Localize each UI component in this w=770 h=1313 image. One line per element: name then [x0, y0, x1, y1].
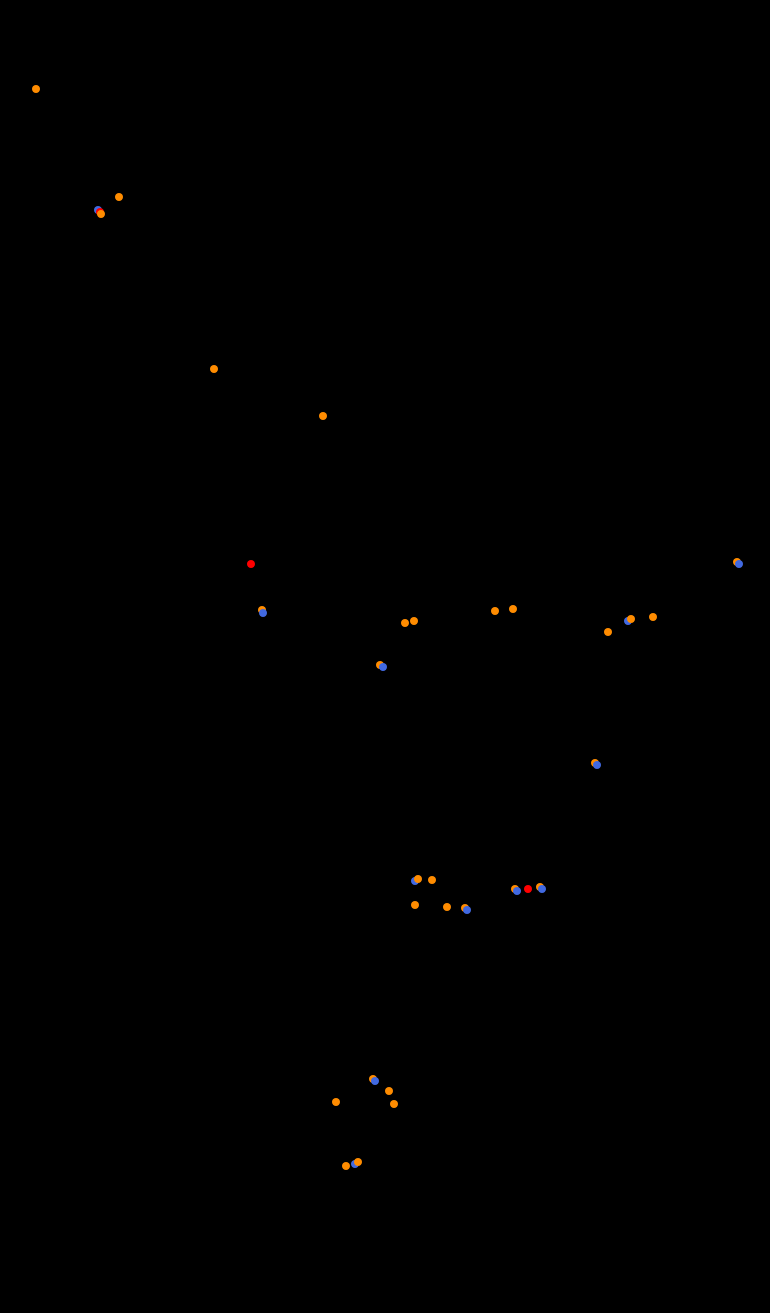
scatter-point [627, 615, 635, 623]
scatter-point [491, 607, 499, 615]
scatter-point [32, 85, 40, 93]
scatter-point [371, 1077, 379, 1085]
scatter-point [401, 619, 409, 627]
scatter-point [319, 412, 327, 420]
scatter-point [247, 560, 255, 568]
scatter-point [463, 906, 471, 914]
scatter-point [379, 663, 387, 671]
scatter-plot [0, 0, 770, 1313]
scatter-point [414, 875, 422, 883]
scatter-point [443, 903, 451, 911]
scatter-point [509, 605, 517, 613]
scatter-point [593, 761, 601, 769]
scatter-point [390, 1100, 398, 1108]
scatter-point [259, 609, 267, 617]
scatter-point [604, 628, 612, 636]
scatter-point [342, 1162, 350, 1170]
scatter-point [649, 613, 657, 621]
scatter-point [735, 560, 743, 568]
scatter-point [332, 1098, 340, 1106]
scatter-point [410, 617, 418, 625]
scatter-point [97, 210, 105, 218]
scatter-point [354, 1158, 362, 1166]
scatter-point [538, 885, 546, 893]
scatter-point [210, 365, 218, 373]
scatter-point [411, 901, 419, 909]
scatter-point [513, 887, 521, 895]
scatter-point [115, 193, 123, 201]
scatter-point [428, 876, 436, 884]
scatter-point [524, 885, 532, 893]
scatter-point [385, 1087, 393, 1095]
